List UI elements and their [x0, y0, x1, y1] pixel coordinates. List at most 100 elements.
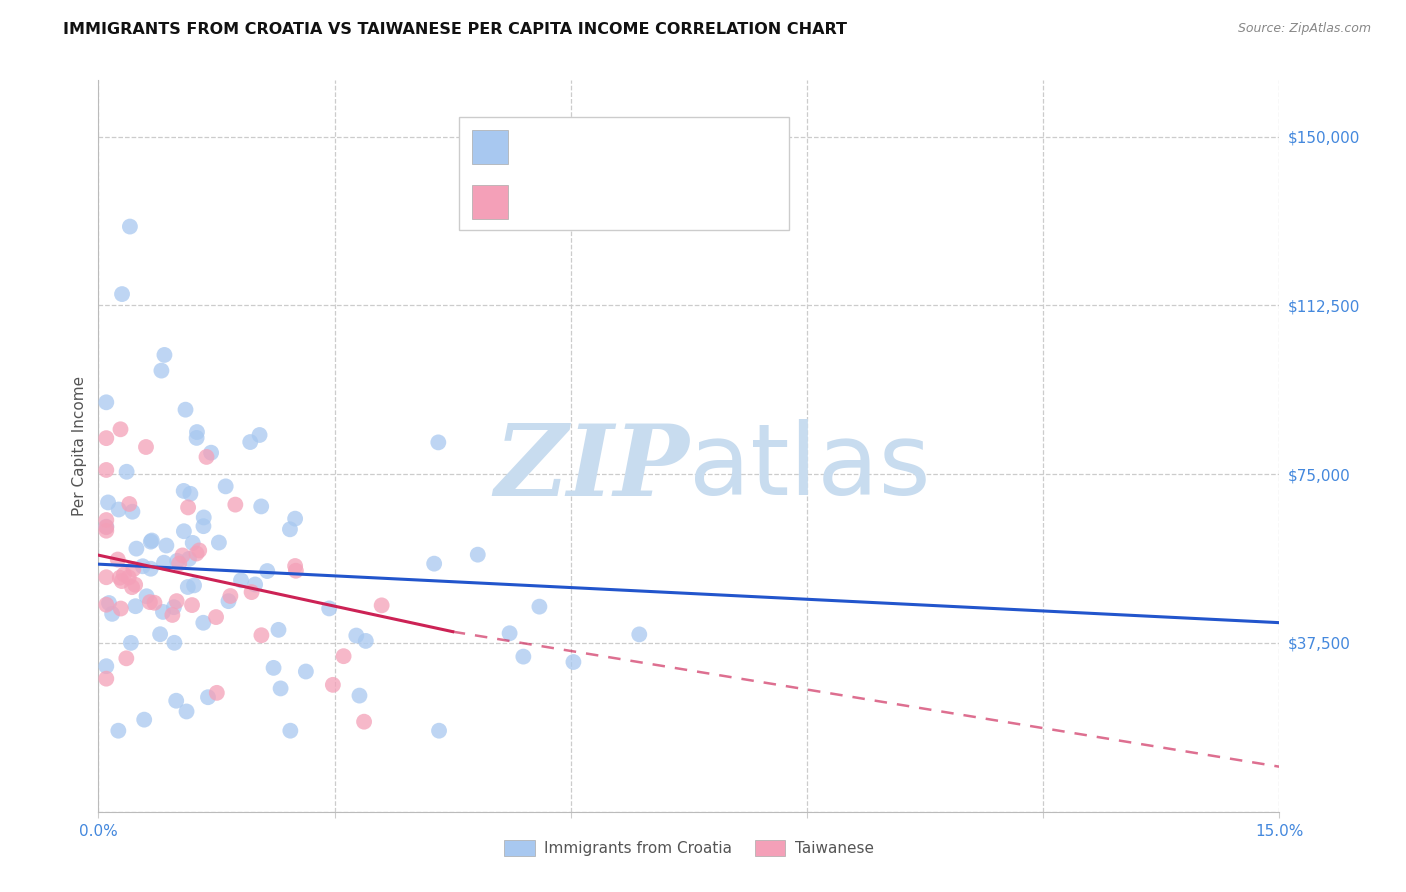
- Point: [101, 607, 124, 621]
- Point: [150, 363, 173, 377]
- Point: [177, 580, 200, 594]
- Point: [193, 519, 215, 533]
- Point: [121, 580, 143, 594]
- Point: [280, 723, 302, 738]
- Point: [243, 577, 266, 591]
- Text: Source: ZipAtlas.com: Source: ZipAtlas.com: [1237, 22, 1371, 36]
- Point: [135, 589, 157, 603]
- Point: [295, 665, 318, 679]
- Point: [124, 599, 146, 614]
- Point: [96, 598, 118, 612]
- Point: [239, 435, 262, 450]
- Point: [215, 479, 238, 493]
- Point: [250, 500, 273, 514]
- Point: [353, 714, 375, 729]
- Point: [152, 605, 174, 619]
- Text: IMMIGRANTS FROM CROATIA VS TAIWANESE PER CAPITA INCOME CORRELATION CHART: IMMIGRANTS FROM CROATIA VS TAIWANESE PER…: [63, 22, 848, 37]
- Point: [173, 483, 195, 498]
- Point: [229, 574, 252, 588]
- Point: [218, 594, 240, 608]
- Point: [111, 574, 134, 588]
- Point: [96, 463, 118, 477]
- Point: [166, 554, 188, 568]
- Point: [143, 596, 166, 610]
- Legend: Immigrants from Croatia, Taiwanese: Immigrants from Croatia, Taiwanese: [498, 834, 880, 863]
- Point: [193, 615, 215, 630]
- Point: [111, 287, 134, 301]
- Point: [96, 524, 118, 538]
- Point: [163, 600, 186, 615]
- Point: [173, 524, 195, 539]
- Point: [96, 395, 118, 409]
- Point: [498, 626, 520, 640]
- Point: [172, 549, 194, 563]
- Point: [153, 348, 176, 362]
- Point: [332, 649, 354, 664]
- Point: [162, 607, 184, 622]
- Point: [240, 585, 263, 599]
- Point: [370, 599, 392, 613]
- Point: [349, 689, 371, 703]
- Point: [270, 681, 292, 696]
- Point: [344, 628, 367, 642]
- Text: atlas: atlas: [689, 419, 931, 516]
- Point: [134, 713, 156, 727]
- Point: [174, 402, 197, 417]
- Point: [177, 552, 200, 566]
- Point: [96, 519, 118, 533]
- Point: [427, 435, 450, 450]
- Point: [354, 634, 377, 648]
- Point: [183, 578, 205, 592]
- Point: [267, 623, 290, 637]
- Point: [96, 513, 118, 527]
- Point: [318, 601, 340, 615]
- Point: [166, 594, 188, 608]
- Point: [165, 694, 187, 708]
- Point: [186, 431, 208, 445]
- Point: [121, 505, 143, 519]
- Point: [205, 686, 228, 700]
- Point: [256, 564, 278, 578]
- Text: ZIP: ZIP: [494, 420, 689, 516]
- Point: [96, 520, 118, 534]
- Point: [155, 539, 177, 553]
- Point: [108, 571, 131, 585]
- Point: [193, 510, 215, 524]
- Point: [186, 547, 208, 561]
- Point: [112, 567, 135, 582]
- Point: [224, 498, 246, 512]
- Point: [181, 536, 204, 550]
- Point: [177, 500, 200, 515]
- Y-axis label: Per Capita Income: Per Capita Income: [72, 376, 87, 516]
- Point: [284, 511, 307, 525]
- Point: [96, 570, 118, 584]
- Point: [628, 627, 651, 641]
- Point: [149, 627, 172, 641]
- Point: [263, 661, 285, 675]
- Point: [176, 705, 198, 719]
- Point: [181, 598, 204, 612]
- Point: [529, 599, 551, 614]
- Point: [284, 559, 307, 574]
- Point: [512, 649, 534, 664]
- Point: [205, 610, 228, 624]
- Point: [135, 440, 157, 454]
- Point: [562, 655, 585, 669]
- Point: [96, 659, 118, 673]
- Point: [107, 723, 129, 738]
- Point: [124, 577, 146, 591]
- Point: [250, 628, 273, 642]
- Point: [98, 596, 121, 610]
- Point: [110, 601, 132, 615]
- Point: [122, 562, 145, 576]
- Point: [96, 431, 118, 445]
- Point: [120, 636, 142, 650]
- Point: [153, 556, 176, 570]
- Point: [427, 723, 450, 738]
- Point: [278, 522, 301, 536]
- Point: [179, 487, 201, 501]
- Point: [249, 428, 271, 442]
- Point: [118, 219, 141, 234]
- Point: [96, 672, 118, 686]
- Point: [186, 425, 208, 439]
